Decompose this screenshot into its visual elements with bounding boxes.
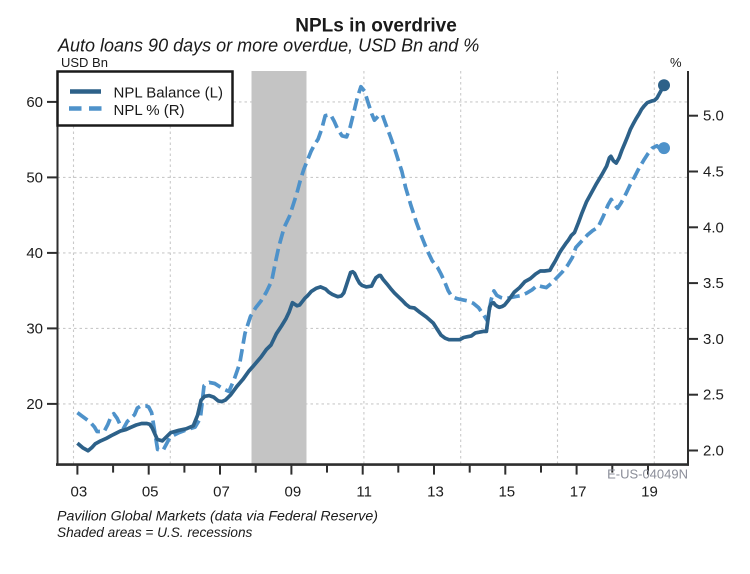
svg-text:%: %	[670, 55, 682, 70]
svg-text:NPL Balance (L): NPL Balance (L)	[114, 85, 224, 102]
svg-text:11: 11	[356, 484, 372, 501]
svg-text:60: 60	[26, 94, 43, 111]
svg-text:NPL % (R): NPL % (R)	[114, 102, 185, 119]
svg-text:NPLs in overdrive: NPLs in overdrive	[295, 16, 457, 37]
svg-text:Pavilion Global Markets (data: Pavilion Global Markets (data via Federa…	[57, 509, 378, 525]
svg-text:2.5: 2.5	[703, 387, 724, 404]
svg-text:20: 20	[26, 396, 43, 413]
svg-text:07: 07	[213, 484, 230, 501]
svg-text:03: 03	[71, 484, 88, 501]
svg-text:15: 15	[498, 484, 515, 501]
svg-text:2.0: 2.0	[703, 443, 724, 460]
svg-text:3.0: 3.0	[703, 331, 724, 348]
svg-text:17: 17	[570, 484, 587, 501]
svg-text:30: 30	[26, 320, 43, 337]
svg-text:5.0: 5.0	[703, 108, 724, 125]
svg-text:09: 09	[285, 484, 302, 501]
svg-text:E-US-04049N: E-US-04049N	[607, 467, 688, 482]
svg-text:05: 05	[142, 484, 159, 501]
svg-text:13: 13	[427, 484, 444, 501]
svg-text:50: 50	[26, 169, 43, 186]
svg-text:3.5: 3.5	[703, 275, 724, 292]
svg-text:Auto loans 90 days or more ove: Auto loans 90 days or more overdue, USD …	[57, 36, 479, 56]
svg-text:4.0: 4.0	[703, 219, 724, 236]
svg-text:19: 19	[641, 484, 658, 501]
svg-text:4.5: 4.5	[703, 164, 724, 181]
svg-text:Shaded areas = U.S. recessions: Shaded areas = U.S. recessions	[57, 525, 253, 540]
svg-text:40: 40	[26, 245, 43, 262]
svg-text:USD Bn: USD Bn	[61, 55, 108, 70]
